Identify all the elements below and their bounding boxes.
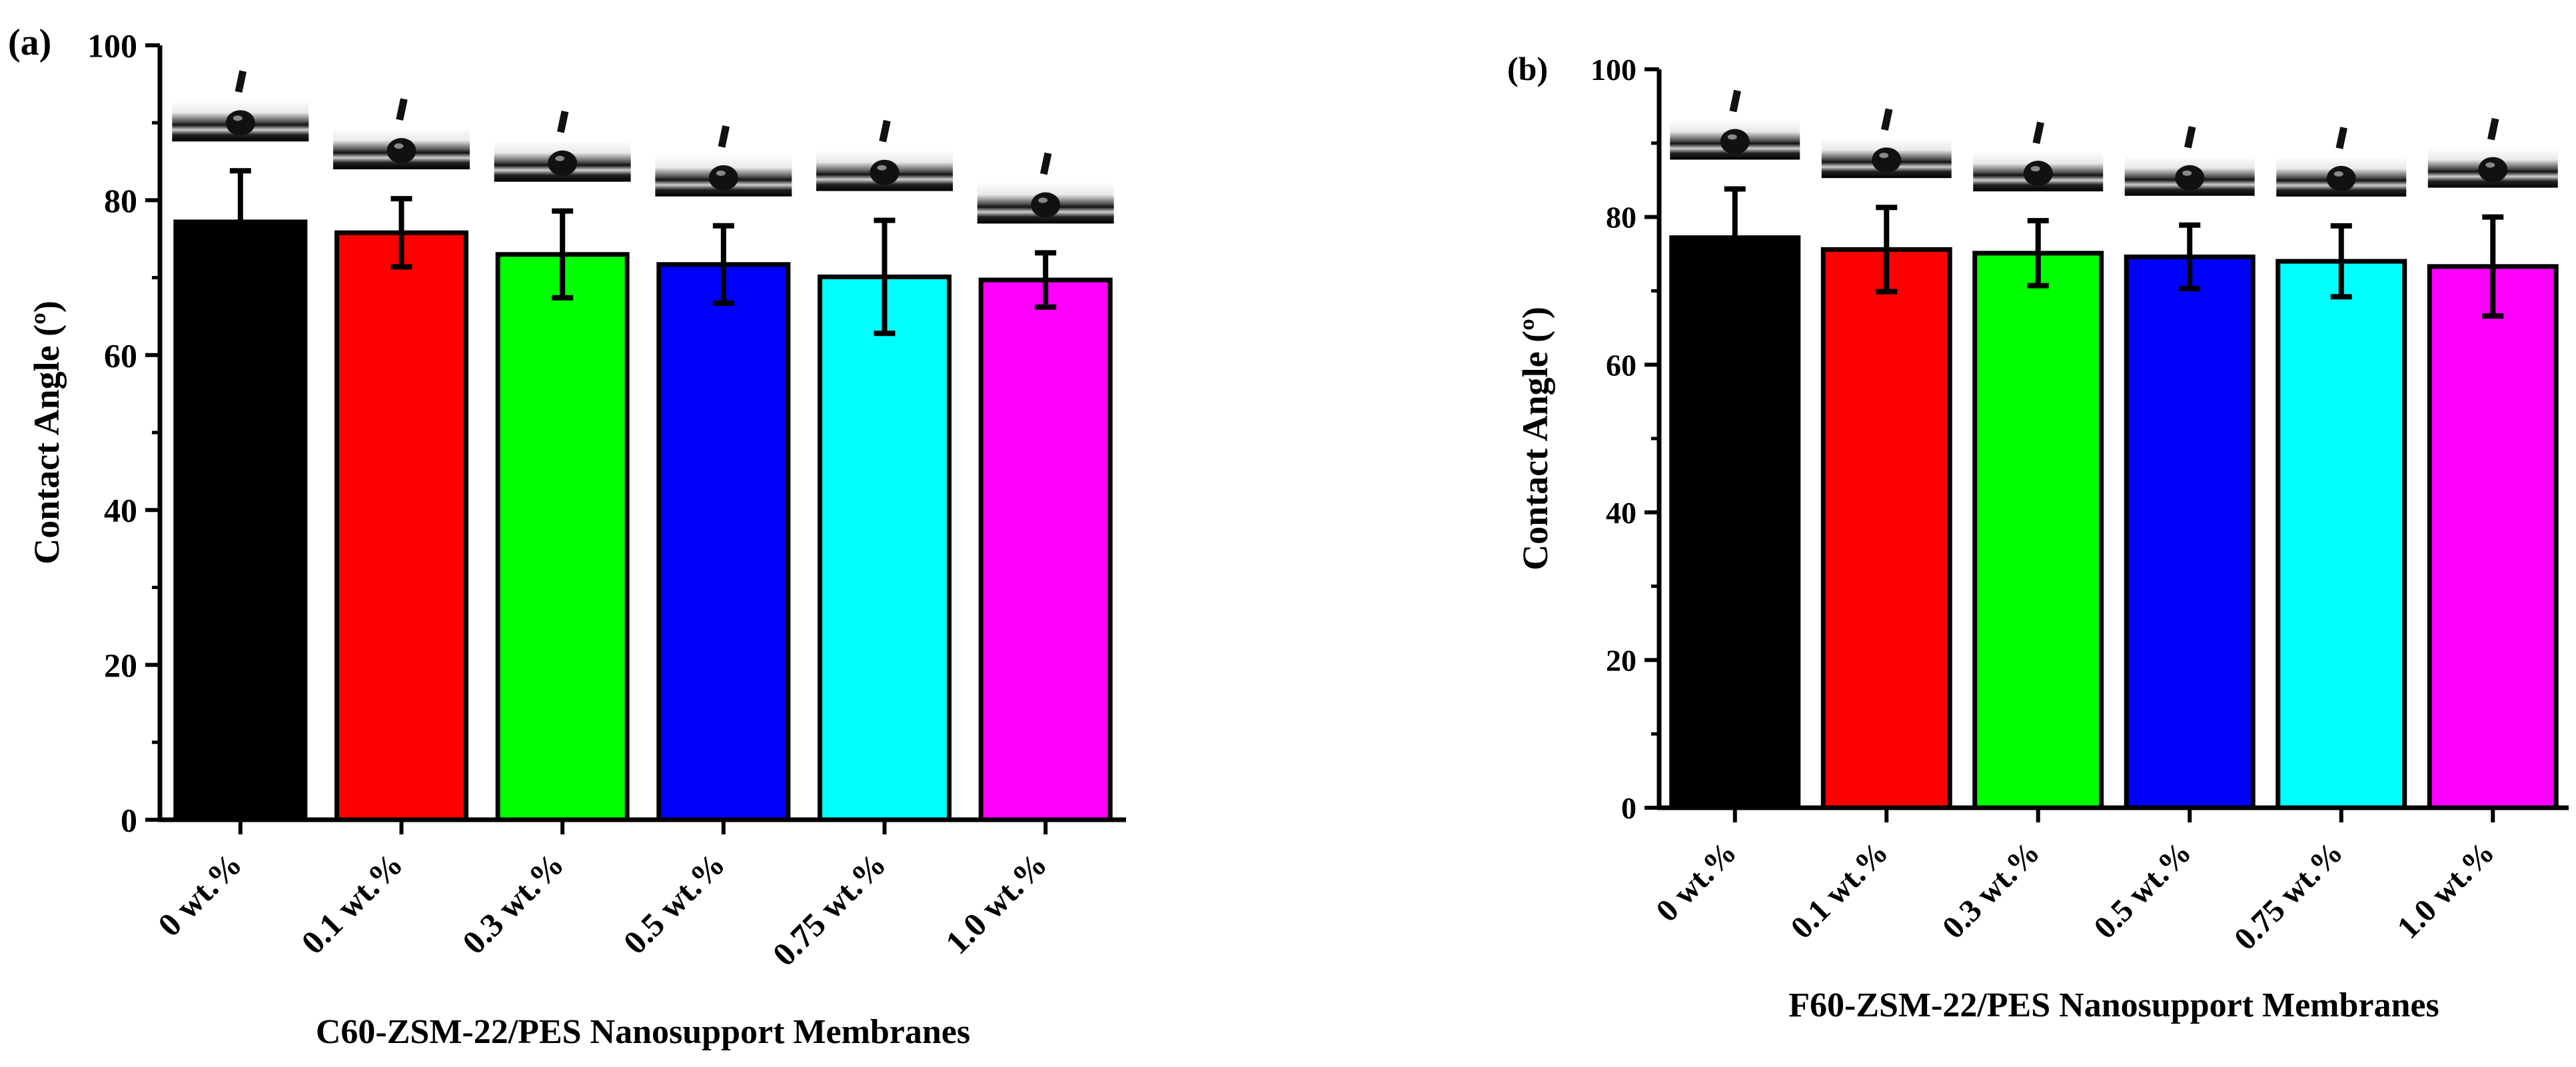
needle-icon [1039, 152, 1052, 175]
droplet-icon [870, 159, 900, 185]
droplet-highlight [716, 170, 726, 176]
x-tick-label: 0.75 wt.% [2228, 834, 2350, 957]
y-tick-label: 100 [1591, 53, 1636, 87]
x-tick-label: 0.3 wt.% [455, 845, 571, 961]
chart-panel-b: (b) 0 20 40 60 80 100 0 wt.% 0.1 wt.% 0.3 wt.% 0.5… [1507, 50, 2569, 1024]
droplet-highlight [1727, 134, 1737, 140]
droplet-photo-4 [655, 125, 792, 197]
y-tick-label: 20 [1606, 644, 1636, 678]
droplet-highlight [1879, 153, 1889, 159]
x-tick-label: 1.0 wt.% [938, 845, 1054, 961]
bar-6 [978, 277, 1113, 822]
x-axis-title: F60-ZSM-22/PES Nanosupport Membranes [1788, 986, 2439, 1024]
needle-icon [2184, 126, 2196, 149]
x-axis-title: C60-ZSM-22/PES Nanosupport Membranes [316, 1013, 970, 1051]
needle-icon [235, 70, 247, 93]
needle-icon [396, 98, 408, 121]
needle-icon [1729, 89, 1741, 113]
droplet-highlight [2333, 171, 2343, 177]
bar-6 [2427, 264, 2559, 810]
x-tick-label: 0.1 wt.% [294, 845, 410, 961]
droplet-highlight [2030, 166, 2040, 172]
panel-label: (b) [1507, 50, 1548, 87]
droplet-icon [708, 165, 738, 191]
bar-2 [1820, 247, 1952, 810]
y-tick-label: 20 [104, 646, 137, 684]
x-tick-label: 0.5 wt.% [2087, 834, 2198, 946]
needle-icon [718, 125, 730, 148]
droplet-photo-5 [816, 119, 953, 191]
droplet-highlight [394, 143, 404, 149]
droplet-photo-4 [2124, 126, 2255, 196]
x-tick-label: 0 wt.% [1649, 834, 1743, 928]
droplet-icon [548, 150, 578, 176]
droplet-photo-5 [2276, 127, 2407, 197]
y-tick-label: 40 [1606, 496, 1636, 530]
bar-4 [2124, 254, 2255, 810]
needle-icon [2335, 127, 2347, 149]
droplet-icon [1872, 147, 1902, 173]
droplet-icon [2326, 165, 2356, 191]
bar-4 [656, 262, 791, 822]
droplet-photo-2 [1821, 108, 1952, 179]
y-tick-label: 80 [104, 182, 137, 219]
needle-icon [2032, 121, 2044, 145]
needle-icon [556, 110, 569, 133]
needle-icon [2487, 117, 2499, 141]
y-axis-title: Contact Angle (º) [1515, 307, 1555, 570]
x-tick-label: 0.5 wt.% [616, 845, 732, 961]
bar-3 [1972, 251, 2104, 810]
droplet-photo-3 [1973, 121, 2104, 192]
droplet-photo-3 [494, 110, 631, 182]
droplet-highlight [1038, 197, 1048, 203]
droplet-photo-6 [977, 152, 1114, 224]
panel-label: (a) [8, 22, 51, 63]
x-tick-label: 1.0 wt.% [2390, 834, 2501, 946]
bar-5 [818, 274, 952, 822]
bar-2 [334, 230, 468, 822]
y-tick-label: 60 [104, 337, 137, 374]
y-tick-label: 100 [87, 27, 137, 65]
droplet-photo-6 [2427, 117, 2558, 188]
droplet-icon [1720, 129, 1750, 155]
droplet-icon [2175, 165, 2205, 191]
y-tick-label: 0 [1621, 791, 1636, 825]
needle-icon [879, 119, 891, 143]
x-tick-label: 0 wt.% [151, 845, 249, 944]
chart-panel-a: (a) 0 20 40 60 80 100 0 wt.% 0.1 wt.% 0.3 wt.% 0.5… [8, 22, 1126, 1051]
y-tick-label: 60 [1606, 348, 1636, 382]
bar-1 [173, 219, 308, 822]
y-tick-label: 80 [1606, 201, 1636, 235]
bar-5 [2275, 259, 2407, 810]
bar-3 [495, 252, 630, 822]
droplet-icon [2023, 161, 2053, 187]
droplet-highlight [2182, 170, 2192, 176]
y-tick-label: 0 [121, 802, 137, 839]
needle-icon [1881, 108, 1893, 131]
droplet-icon [386, 138, 416, 164]
droplet-highlight [877, 165, 887, 171]
x-tick-label: 0.75 wt.% [765, 845, 893, 973]
droplet-highlight [555, 155, 565, 161]
droplet-highlight [2485, 162, 2495, 168]
x-tick-label: 0.3 wt.% [1936, 834, 2047, 946]
y-axis-title: Contact Angle (º) [27, 301, 67, 564]
droplet-icon [2478, 157, 2508, 183]
droplet-photo-2 [333, 98, 470, 170]
y-tick-label: 40 [104, 492, 137, 529]
droplet-icon [1031, 192, 1061, 218]
droplet-icon [225, 110, 255, 136]
droplet-photo-1 [1670, 89, 1800, 160]
droplet-highlight [233, 115, 243, 121]
bar-1 [1669, 235, 1801, 810]
droplet-photo-1 [172, 70, 309, 142]
x-tick-label: 0.1 wt.% [1784, 834, 1895, 946]
